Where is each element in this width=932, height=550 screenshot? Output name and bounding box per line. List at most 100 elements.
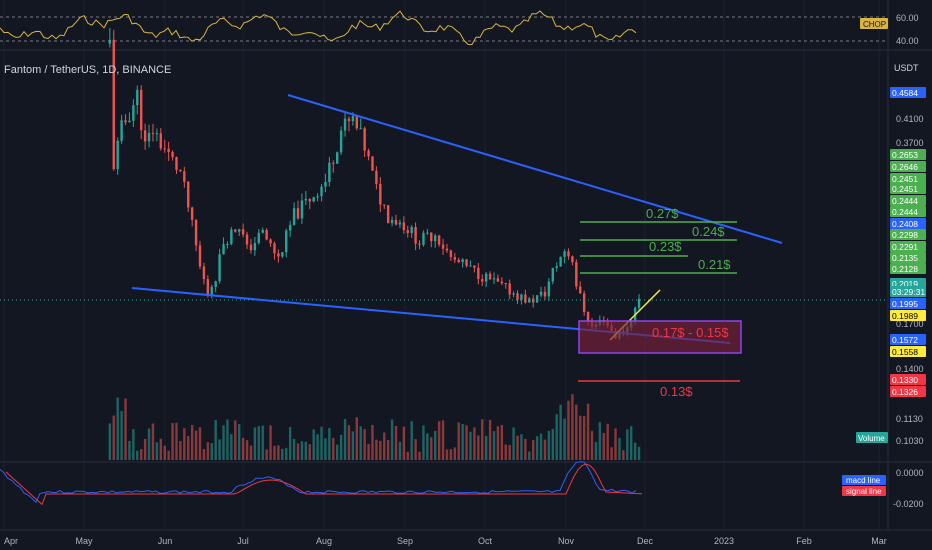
macd-legend-tag [842,475,886,485]
candle-body [108,39,112,44]
volume-bar [547,430,551,460]
x-tick-label: Jul [237,536,249,546]
volume-bar [312,429,315,460]
volume-bar [351,431,355,460]
candle-body [339,130,343,153]
price-tag-label: 0.2653 [892,150,918,160]
volume-bar [151,423,155,460]
volume-bar [594,442,598,460]
candle-body [320,186,323,197]
candle-body [430,232,433,242]
candle-body [187,181,190,208]
volume-bar [136,450,139,460]
candle-body [477,267,480,280]
candle-body [559,256,562,267]
volume-bar [626,429,629,460]
candle-body [539,291,543,296]
symbol-title: Fantom / TetherUS, 1D, BINANCE [4,64,172,76]
price-tag-label: 0.2444 [892,207,918,217]
candle-body [386,205,390,224]
candle-body [465,259,468,266]
candle-body [202,266,206,280]
candle-body [504,283,507,285]
volume-bar [430,437,433,460]
price-tag-label: 0.1326 [892,387,918,397]
candle-body [273,243,276,254]
candle-body [481,279,484,282]
volume-bar [308,444,311,460]
candle-body [371,156,374,171]
volume-bar [441,420,445,460]
support-zone-box [578,320,742,354]
volume-bar [414,439,417,460]
volume-bar [418,451,421,460]
x-tick-label: Dec [637,536,654,546]
volume-bar [371,424,374,460]
volume-bar [226,419,229,460]
volume-bar [551,428,554,460]
volume-bar [238,424,241,460]
volume-bar [579,415,582,460]
volume-bar [488,419,492,460]
candle-body [241,229,245,235]
macd-tick-label: 0.0000 [896,468,924,478]
volume-bar [512,427,515,460]
volume-bar [245,440,249,460]
currency-label: USDT [894,63,919,73]
volume-bar [390,419,394,460]
candle-body [426,232,429,234]
volume-bar [598,422,602,460]
price-tag-label: 0.2298 [892,230,918,240]
price-tag-label: 0.1995 [892,299,918,309]
volume-bar [434,430,437,460]
candle-body [296,208,300,219]
volume-bar [539,433,543,460]
volume-bar [132,429,135,460]
volume-bar [285,447,288,460]
target-label: 0.23$ [649,239,682,254]
volume-bar [147,428,151,460]
candle-body [151,132,155,134]
volume-bar [406,451,409,460]
volume-bar [277,445,280,460]
chop-indicator-label: CHOP [863,20,886,29]
volume-bar [504,444,507,460]
volume-bar [496,426,500,460]
volume-bar [457,422,460,460]
volume-tag-label: Volume [858,434,885,443]
candle-body [496,278,500,282]
price-tag-label: 0.2135 [892,253,918,263]
candle-body [222,244,225,255]
candle-body [347,118,351,122]
candle-body [532,298,535,303]
candle-body [336,152,339,164]
candle-body [159,133,162,149]
volume-bar [555,414,558,460]
volume-bar [328,428,331,460]
candle-body [551,267,554,282]
price-tag [890,149,926,160]
volume-bar [630,426,633,460]
candle-body [579,286,582,294]
candle-body [398,222,402,225]
volume-bar [292,438,296,460]
volume-bar [202,449,206,460]
volume-bar [484,435,488,460]
candle-body [140,89,143,131]
target-label-013: 0.13$ [660,384,693,399]
candle-body [484,273,488,282]
candle-body [575,262,578,287]
volume-bar [363,429,366,460]
candle-body [238,229,241,232]
candle-body [210,286,213,295]
chop-tick-label: 40.00 [896,36,919,46]
volume-bar [324,438,327,460]
price-tick-label: 0.1030 [896,436,924,446]
candle-body [555,266,558,268]
signal-line [5,463,643,506]
candle-body [171,151,174,158]
candle-body [445,248,449,251]
volume-bar [281,448,284,460]
price-tag-label: 0.1572 [892,335,918,345]
